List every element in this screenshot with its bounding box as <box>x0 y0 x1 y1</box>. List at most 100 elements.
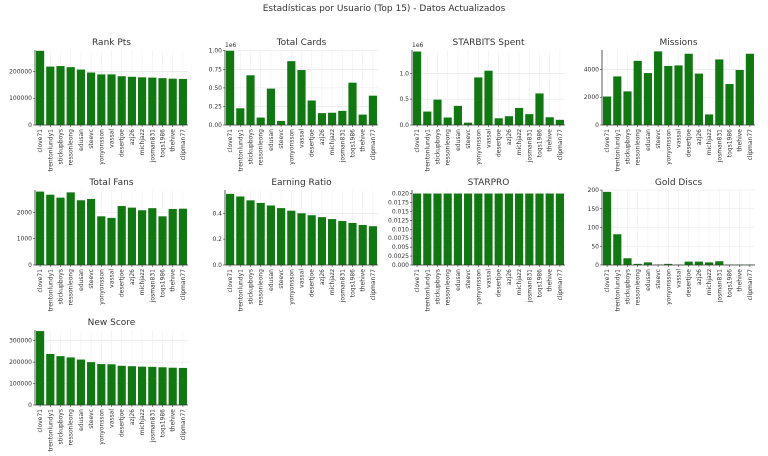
bar-missions-vassal <box>674 65 683 125</box>
panel-title: Earning Ratio <box>271 178 332 188</box>
x-tick-label-desertjoe: desertjoe <box>119 269 126 297</box>
bar-total-fans-vassal <box>107 217 116 265</box>
x-tick-label-thehive: thehive <box>170 409 177 432</box>
x-tick-label-clove71: clove71 <box>37 129 44 153</box>
bar-starbits-spent-yonyonsson <box>474 77 483 125</box>
x-tick-label-desertjoe: desertjoe <box>119 409 126 437</box>
panel-title: STARBITS Spent <box>452 38 524 48</box>
x-tick-label-edusan: edusan <box>78 409 85 431</box>
x-tick-label-josman831: josman831 <box>716 269 723 303</box>
x-tick-label-desertjoe: desertjoe <box>496 129 503 157</box>
x-tick-label-clipman77: clipman77 <box>180 269 187 301</box>
x-tick-label-yonyonsson: yonyonsson <box>288 129 295 165</box>
x-tick-label-yonyonsson: yonyonsson <box>98 409 105 445</box>
bar-rank-pts-yonyonsson <box>97 74 106 125</box>
bar-total-fans-toqs1986 <box>158 216 167 265</box>
x-tick-label-thehive: thehive <box>360 129 367 152</box>
panel-title: STARPRO <box>468 178 510 188</box>
y-tick-label: 0.75 <box>209 66 223 73</box>
bar-starbits-spent-josman831 <box>525 114 534 125</box>
bar-starbits-spent-desertjoe <box>494 118 503 125</box>
x-tick-label-vassal: vassal <box>109 129 116 148</box>
y-tick-label: 1.00 <box>209 48 223 55</box>
x-tick-label-azj26: azj26 <box>506 129 513 145</box>
x-tick-label-clove71: clove71 <box>37 409 44 433</box>
bar-new-score-azj26 <box>127 366 136 405</box>
bar-starpro-trentonlundy1 <box>423 193 432 265</box>
y-tick-label: 1000 <box>17 236 32 243</box>
x-tick-label-edusan: edusan <box>455 269 462 291</box>
bar-total-fans-ressonleong <box>66 192 75 265</box>
x-tick-label-toqs1986: toqs1986 <box>160 269 167 297</box>
x-tick-label-desertjoe: desertjoe <box>309 129 316 157</box>
bar-total-cards-vassal <box>297 70 306 125</box>
panel-title: Gold Discs <box>655 178 703 188</box>
bar-total-cards-clove71 <box>226 50 235 126</box>
bar-earning-ratio-desertjoe <box>307 215 316 265</box>
panel-title: New Score <box>88 318 136 328</box>
bar-starpro-ressonleong <box>443 193 452 265</box>
bar-starbits-spent-thehive <box>545 117 554 125</box>
x-tick-label-vassal: vassal <box>676 129 683 148</box>
x-tick-label-michjazz: michjazz <box>706 129 713 155</box>
panel-starbits-spent: STARBITS Spent 1e6 0.0 0.5 1.0 clove71 trenton… <box>399 38 565 171</box>
x-tick-label-yonyonsson: yonyonsson <box>98 129 105 165</box>
bar-total-fans-edusan <box>76 200 85 265</box>
bar-earning-ratio-edusan <box>266 205 275 265</box>
bar-rank-pts-thehive <box>168 78 177 125</box>
x-tick-label-stickupboys: stickupboys <box>58 409 65 445</box>
x-tick-label-azj26: azj26 <box>129 129 136 145</box>
bar-gold-discs-azj26 <box>694 261 703 265</box>
bar-starpro-edusan <box>453 193 462 265</box>
x-tick-label-azj26: azj26 <box>506 269 513 285</box>
x-tick-label-ressonleong: ressonleong <box>258 129 265 166</box>
bar-starbits-spent-toqs1986 <box>535 93 544 125</box>
x-tick-label-josman831: josman831 <box>716 129 723 163</box>
bar-missions-clipman77 <box>745 53 754 125</box>
x-tick-label-toqs1986: toqs1986 <box>727 269 734 297</box>
bar-missions-yonyonsson <box>664 65 673 125</box>
x-tick-label-clove71: clove71 <box>414 269 421 293</box>
bar-starbits-spent-clove71 <box>413 51 422 125</box>
panel-earning-ratio: Earning Ratio 0.0 0.2 0.4 clove71 trentonlund… <box>212 178 378 311</box>
x-tick-label-toqs1986: toqs1986 <box>537 269 544 297</box>
bar-missions-michjazz <box>705 114 714 125</box>
x-tick-label-ressonleong: ressonleong <box>445 129 452 166</box>
bar-missions-desertjoe <box>684 53 693 125</box>
y-tick-label: 0.015 <box>392 208 409 215</box>
x-tick-label-steevc: steevc <box>465 129 472 149</box>
x-tick-label-trentonlundy1: trentonlundy1 <box>47 409 54 452</box>
bar-total-fans-steevc <box>87 198 96 265</box>
bar-gold-discs-ressonleong <box>633 263 642 265</box>
figure-title: Estadísticas por Usuario (Top 15) - Dato… <box>263 4 506 14</box>
x-tick-label-ressonleong: ressonleong <box>68 129 75 166</box>
y-tick-label: 150 <box>588 206 600 213</box>
x-tick-label-steevc: steevc <box>88 409 95 429</box>
x-tick-label-josman831: josman831 <box>149 269 156 303</box>
bar-new-score-thehive <box>168 367 177 405</box>
x-tick-label-michjazz: michjazz <box>329 269 336 295</box>
x-tick-label-steevc: steevc <box>278 129 285 149</box>
bar-total-cards-toqs1986 <box>348 82 357 125</box>
x-tick-label-josman831: josman831 <box>149 129 156 163</box>
y-tick-label: 4000 <box>584 66 599 73</box>
y-tick-label: 2000 <box>584 94 599 101</box>
bar-total-fans-yonyonsson <box>97 216 106 265</box>
x-tick-label-desertjoe: desertjoe <box>309 269 316 297</box>
y-tick-label: 100000 <box>9 381 32 388</box>
bar-new-score-trentonlundy1 <box>46 354 55 405</box>
panel-missions: Missions 0 2000 4000 clove71 trentonlundy1 sti… <box>584 38 755 171</box>
y-tick-label: 50 <box>591 243 599 250</box>
x-tick-label-vassal: vassal <box>299 269 306 288</box>
x-tick-label-josman831: josman831 <box>526 269 533 303</box>
bar-rank-pts-michjazz <box>138 77 147 125</box>
bar-total-cards-azj26 <box>317 113 326 125</box>
y-tick-label: 0.25 <box>209 103 223 110</box>
x-tick-label-michjazz: michjazz <box>516 129 523 155</box>
x-tick-label-vassal: vassal <box>299 129 306 148</box>
bar-earning-ratio-steevc <box>277 208 286 265</box>
x-tick-label-steevc: steevc <box>655 129 662 149</box>
bar-new-score-toqs1986 <box>158 367 167 405</box>
y-tick-label: 0.0025 <box>388 253 409 260</box>
